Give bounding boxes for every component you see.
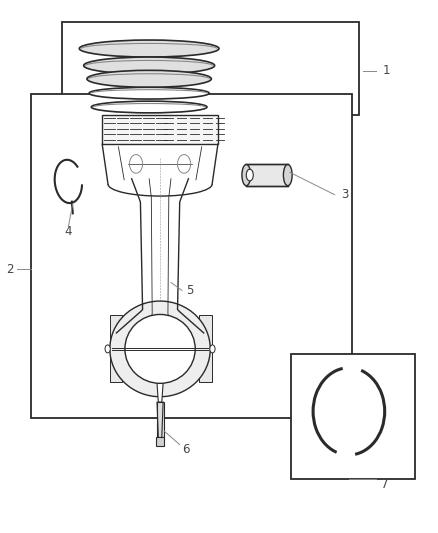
- Bar: [246, 165, 288, 185]
- Bar: [102, 115, 218, 144]
- Bar: [155, 437, 164, 446]
- Ellipse shape: [85, 61, 213, 70]
- Bar: [291, 354, 416, 479]
- Ellipse shape: [79, 40, 219, 57]
- Ellipse shape: [242, 165, 251, 185]
- Text: 4: 4: [65, 225, 72, 238]
- Ellipse shape: [89, 74, 209, 84]
- Text: 3: 3: [341, 188, 349, 201]
- Text: 1: 1: [383, 64, 390, 77]
- Ellipse shape: [110, 301, 210, 397]
- Bar: [156, 402, 163, 437]
- Ellipse shape: [87, 70, 212, 87]
- Ellipse shape: [125, 314, 195, 383]
- Bar: [199, 316, 212, 382]
- Ellipse shape: [81, 44, 217, 53]
- Ellipse shape: [84, 57, 215, 74]
- Ellipse shape: [210, 345, 215, 353]
- Bar: [62, 22, 359, 115]
- Bar: [110, 316, 122, 382]
- Ellipse shape: [283, 165, 292, 185]
- Bar: [31, 94, 352, 418]
- Ellipse shape: [105, 345, 110, 353]
- Text: 7: 7: [381, 478, 388, 491]
- Text: 5: 5: [186, 284, 194, 297]
- Ellipse shape: [91, 101, 207, 113]
- Polygon shape: [117, 179, 204, 333]
- Bar: [102, 144, 218, 184]
- Ellipse shape: [246, 169, 253, 181]
- Text: 2: 2: [7, 263, 14, 276]
- Text: 6: 6: [182, 443, 189, 456]
- Ellipse shape: [89, 87, 209, 99]
- Polygon shape: [153, 333, 166, 402]
